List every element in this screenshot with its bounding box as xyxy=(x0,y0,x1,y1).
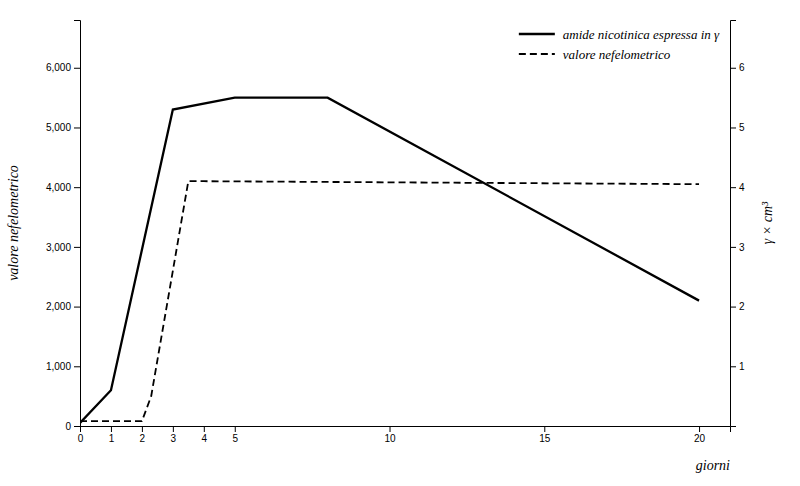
x-axis-tick-label: 3 xyxy=(171,433,177,444)
x-axis-tick-label: 5 xyxy=(232,433,238,444)
x-axis-title: giorni xyxy=(696,458,730,473)
y2-axis-tick-mark xyxy=(730,247,736,248)
legend-item: amide nicotinica espressa in γ xyxy=(519,27,720,42)
y-axis-tick-mark xyxy=(74,366,80,367)
y-axis-tick: 3,000 xyxy=(46,242,80,253)
plot: 01234510152001,0002,0003,0004,0005,0006,… xyxy=(6,21,775,474)
y2-axis-tick-label: 3 xyxy=(739,242,745,253)
chart: 01234510152001,0002,0003,0004,0005,0006,… xyxy=(0,0,800,486)
lines xyxy=(80,98,699,423)
y-axis-tick-mark xyxy=(74,187,80,188)
y2-axis-tick: 1 xyxy=(730,361,745,372)
y-axis-tick-label: 5,000 xyxy=(46,122,71,133)
x-axis-tick-label: 20 xyxy=(694,433,706,444)
y-axis-tick-mark xyxy=(74,247,80,248)
y-axis-tick-mark xyxy=(74,127,80,128)
x-axis-tick-mark xyxy=(142,426,143,432)
y2-axis-tick-mark xyxy=(730,366,736,367)
y2-axis-tick-label: 6 xyxy=(739,62,745,73)
y-axis-title: valore nefelometrico xyxy=(6,165,21,281)
legend-item: valore nefelometrico xyxy=(519,47,671,62)
x-axis-tick-label: 1 xyxy=(109,433,115,444)
x-axis-tick-mark xyxy=(204,426,205,432)
x-axis-line xyxy=(81,427,731,433)
y-axis-tick-label: 0 xyxy=(65,421,71,432)
y-axis-tick-label: 1,000 xyxy=(46,361,71,372)
y2-axis-tick: 6 xyxy=(730,62,745,73)
x-axis-tick-mark xyxy=(390,426,391,432)
y2-axis-tick-label: 5 xyxy=(739,122,745,133)
legend-swatch xyxy=(519,33,555,35)
x-axis-tick-label: 2 xyxy=(140,433,146,444)
y2-axis-tick-mark xyxy=(730,307,736,308)
y2-axis-tick-mark xyxy=(730,127,736,128)
y-axis-tick: 0 xyxy=(65,421,80,432)
y2-axis-tick: 3 xyxy=(730,242,745,253)
x-axis-tick-mark xyxy=(173,426,174,432)
x-axis-tick: 4 xyxy=(202,426,208,444)
x-axis-tick: 20 xyxy=(694,426,706,444)
y-axis-tick-mark xyxy=(74,68,80,69)
x-axis-tick: 0 xyxy=(78,426,84,444)
series-line xyxy=(80,98,699,423)
x-axis-tick-label: 10 xyxy=(384,433,396,444)
y-axis-line xyxy=(74,21,81,427)
y2-axis-tick: 2 xyxy=(730,301,745,312)
x-axis-tick-mark xyxy=(111,426,112,432)
x-axis-tick: 10 xyxy=(384,426,396,444)
x-axis-tick-label: 0 xyxy=(78,433,84,444)
y2-axis-line xyxy=(731,21,737,427)
x-axis-tick: 3 xyxy=(171,426,177,444)
y2-axis-tick: 5 xyxy=(730,122,745,133)
x-axis-tick-mark xyxy=(235,426,236,432)
x-axis-tick: 2 xyxy=(140,426,146,444)
x-axis-tick: 5 xyxy=(232,426,238,444)
y-axis-tick-label: 4,000 xyxy=(46,182,71,193)
y-axis-tick: 5,000 xyxy=(46,122,80,133)
y-axis-tick: 4,000 xyxy=(46,182,80,193)
y2-axis-title: γ × cm³ xyxy=(760,201,775,244)
y2-axis-tick-label: 2 xyxy=(739,301,745,312)
y-axis-tick-label: 6,000 xyxy=(46,62,71,73)
y-axis-tick-mark xyxy=(74,307,80,308)
y2-axis-tick-label: 1 xyxy=(739,361,745,372)
y2-axis-tick-mark xyxy=(730,187,736,188)
x-axis-tick: 1 xyxy=(109,426,115,444)
legend: amide nicotinica espressa in γ valore nef… xyxy=(519,27,720,62)
y-axis-tick: 1,000 xyxy=(46,361,80,372)
y2-axis-tick-label: 4 xyxy=(739,182,745,193)
y-axis-tick-label: 2,000 xyxy=(46,301,71,312)
x-axis-tick-mark xyxy=(544,426,545,432)
y2-axis-tick: 4 xyxy=(730,182,745,193)
legend-label: amide nicotinica espressa in γ xyxy=(563,27,720,42)
legend-swatch xyxy=(519,53,555,55)
y2-axis: 1 2 3 4 5 6 xyxy=(730,21,745,427)
x-axis-tick-label: 4 xyxy=(202,433,208,444)
x-axis: 0 1 2 3 4 5 10 15 20 xyxy=(78,426,731,444)
y-axis-tick-label: 3,000 xyxy=(46,242,71,253)
y-axis-tick: 6,000 xyxy=(46,62,80,73)
x-axis-tick-label: 15 xyxy=(539,433,551,444)
y2-axis-tick-mark xyxy=(730,68,736,69)
x-axis-tick-mark xyxy=(699,426,700,432)
legend-label: valore nefelometrico xyxy=(563,47,671,62)
series-line xyxy=(80,181,699,421)
y-axis: 0 1,000 2,000 3,000 4,000 5,000 6,000 xyxy=(46,21,81,432)
y-axis-tick-mark xyxy=(74,426,80,427)
y-axis-tick: 2,000 xyxy=(46,301,80,312)
x-axis-tick: 15 xyxy=(539,426,551,444)
